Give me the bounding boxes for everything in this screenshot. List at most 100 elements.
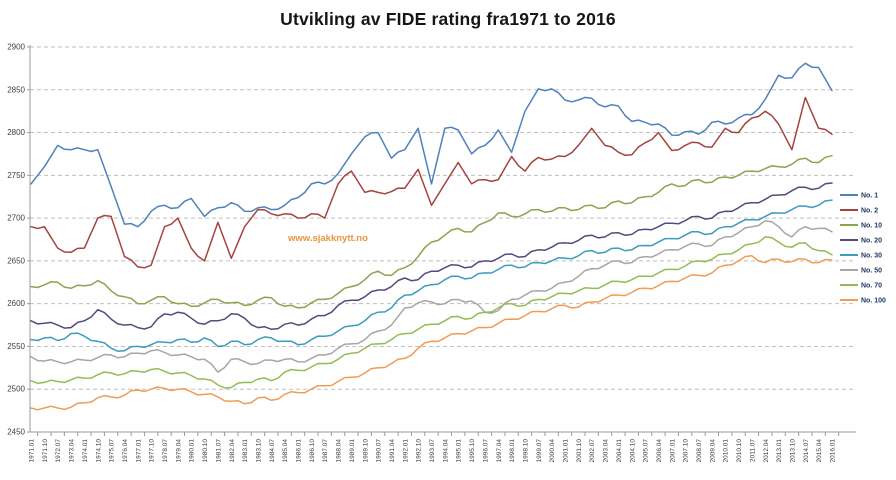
legend-label: No. 1 xyxy=(861,193,878,200)
series-line-no-20 xyxy=(30,182,833,331)
x-tick-label: 1994.04 xyxy=(442,439,449,463)
watermark: www.sjakknytt.no xyxy=(288,233,368,244)
y-tick-label: 2700 xyxy=(7,214,25,223)
x-tick-label: 2003.04 xyxy=(603,439,610,463)
x-tick-label: 2010.10 xyxy=(736,439,743,463)
x-tick-label: 1974.01 xyxy=(82,439,89,463)
legend-item-no-1: No. 1 xyxy=(840,193,878,200)
series-line-no-1 xyxy=(30,62,833,228)
legend-item-no-30: No. 30 xyxy=(840,253,882,260)
x-tick-label: 1990.07 xyxy=(376,439,383,463)
x-tick-label: 2005.07 xyxy=(643,439,650,463)
x-tick-label: 1983.01 xyxy=(242,439,249,463)
legend-item-no-50: No. 50 xyxy=(840,268,882,275)
x-tick-label: 1997.04 xyxy=(496,439,503,463)
x-tick-label: 1971.10 xyxy=(42,439,49,463)
series-lines xyxy=(30,62,833,411)
x-tick-label: 2011.07 xyxy=(749,439,756,462)
series-line-no-10 xyxy=(30,154,833,309)
legend-item-no-2: No. 2 xyxy=(840,208,878,215)
x-tick-label: 1992.10 xyxy=(416,439,423,463)
x-tick-label: 1998.10 xyxy=(522,439,529,463)
x-tick-label: 2013.10 xyxy=(789,439,796,463)
x-tick-label: 1973.04 xyxy=(69,439,76,463)
gridlines xyxy=(30,46,856,433)
legend-label: No. 2 xyxy=(861,208,878,215)
x-tick-label: 1982.04 xyxy=(229,439,236,463)
x-tick-label: 1996.07 xyxy=(482,439,489,463)
x-tick-label: 1974.10 xyxy=(95,439,102,463)
y-tick-label: 2900 xyxy=(7,43,25,52)
y-tick-label: 2500 xyxy=(7,385,25,394)
legend-label: No. 30 xyxy=(861,253,882,260)
legend-label: No. 100 xyxy=(861,298,886,305)
x-tick-label: 2001.01 xyxy=(563,439,570,463)
y-tick-label: 2450 xyxy=(7,428,25,437)
x-tick-label: 2004.01 xyxy=(616,439,623,463)
legend-label: No. 20 xyxy=(861,238,882,245)
series-line-no-100 xyxy=(30,255,833,411)
x-tick-label: 1972.07 xyxy=(55,439,62,463)
legend-label: No. 50 xyxy=(861,268,882,275)
x-tick-label: 2007.10 xyxy=(683,439,690,463)
x-tick-label: 1977.10 xyxy=(149,439,156,463)
x-tick-label: 1984.07 xyxy=(269,439,276,463)
legend-item-no-70: No. 70 xyxy=(840,283,882,290)
x-tick-label: 2008.07 xyxy=(696,439,703,463)
y-tick-label: 2600 xyxy=(7,299,25,308)
x-tick-label: 1992.01 xyxy=(402,439,409,463)
y-axis-labels: 2450 2500 2550 2600 2650 2700 2750 2800 2850 2900 xyxy=(7,43,30,437)
axes xyxy=(29,45,856,433)
x-tick-label: 1991.04 xyxy=(389,439,396,463)
x-tick-label: 2002.07 xyxy=(589,439,596,463)
x-tick-label: 1986.10 xyxy=(309,439,316,463)
x-tick-label: 2006.04 xyxy=(656,439,663,463)
x-tick-label: 1998.01 xyxy=(509,439,516,463)
x-tick-label: 1980.01 xyxy=(189,439,196,463)
x-tick-label: 1995.01 xyxy=(456,439,463,463)
x-tick-label: 1995.10 xyxy=(469,439,476,463)
legend: No. 1 No. 2 No. 10 No. 20 No. 30 No. 50 No. 70… xyxy=(840,193,886,305)
series-line-no-70 xyxy=(30,236,833,389)
x-tick-label: 1989.01 xyxy=(349,439,356,463)
legend-label: No. 10 xyxy=(861,223,882,230)
chart-title: Utvikling av FIDE rating fra1971 to 2016 xyxy=(280,9,616,29)
x-tick-label: 2014.07 xyxy=(803,439,810,463)
y-tick-label: 2800 xyxy=(7,128,25,137)
x-tick-label: 1988.04 xyxy=(336,439,343,463)
legend-item-no-100: No. 100 xyxy=(840,298,886,305)
x-tick-label: 2007.01 xyxy=(669,439,676,463)
x-tick-label: 1989.10 xyxy=(362,439,369,463)
x-tick-label: 2000.04 xyxy=(549,439,556,463)
x-tick-label: 2015.04 xyxy=(816,439,823,463)
legend-label: No. 70 xyxy=(861,283,882,290)
x-tick-label: 1977.01 xyxy=(135,439,142,463)
x-axis-labels: 1971.01 1971.10 1972.07 1973.04 1974.01 1974.… xyxy=(29,432,840,463)
x-tick-label: 1985.04 xyxy=(282,439,289,463)
x-tick-label: 1986.01 xyxy=(296,439,303,463)
y-tick-label: 2650 xyxy=(7,256,25,265)
x-tick-label: 2010.01 xyxy=(723,439,730,463)
series-line-no-50 xyxy=(30,219,833,373)
x-tick-label: 1975.07 xyxy=(109,439,116,463)
series-line-no-30 xyxy=(30,199,833,352)
x-tick-label: 2009.04 xyxy=(709,439,716,463)
x-tick-label: 1981.07 xyxy=(215,439,222,463)
series-line-no-2 xyxy=(30,96,833,269)
x-tick-label: 1976.04 xyxy=(122,439,129,463)
x-tick-label: 2001.10 xyxy=(576,439,583,463)
x-tick-label: 2013.01 xyxy=(776,439,783,463)
x-tick-label: 2016.01 xyxy=(830,439,837,463)
y-tick-label: 2550 xyxy=(7,342,25,351)
x-tick-label: 1999.07 xyxy=(536,439,543,463)
x-tick-label: 2012.04 xyxy=(763,439,770,463)
x-tick-label: 2004.10 xyxy=(629,439,636,463)
legend-item-no-20: No. 20 xyxy=(840,238,882,245)
x-tick-label: 1971.01 xyxy=(29,439,36,463)
legend-item-no-10: No. 10 xyxy=(840,223,882,230)
x-tick-label: 1993.07 xyxy=(429,439,436,463)
x-tick-label: 1983.10 xyxy=(255,439,262,463)
x-tick-label: 1980.10 xyxy=(202,439,209,463)
